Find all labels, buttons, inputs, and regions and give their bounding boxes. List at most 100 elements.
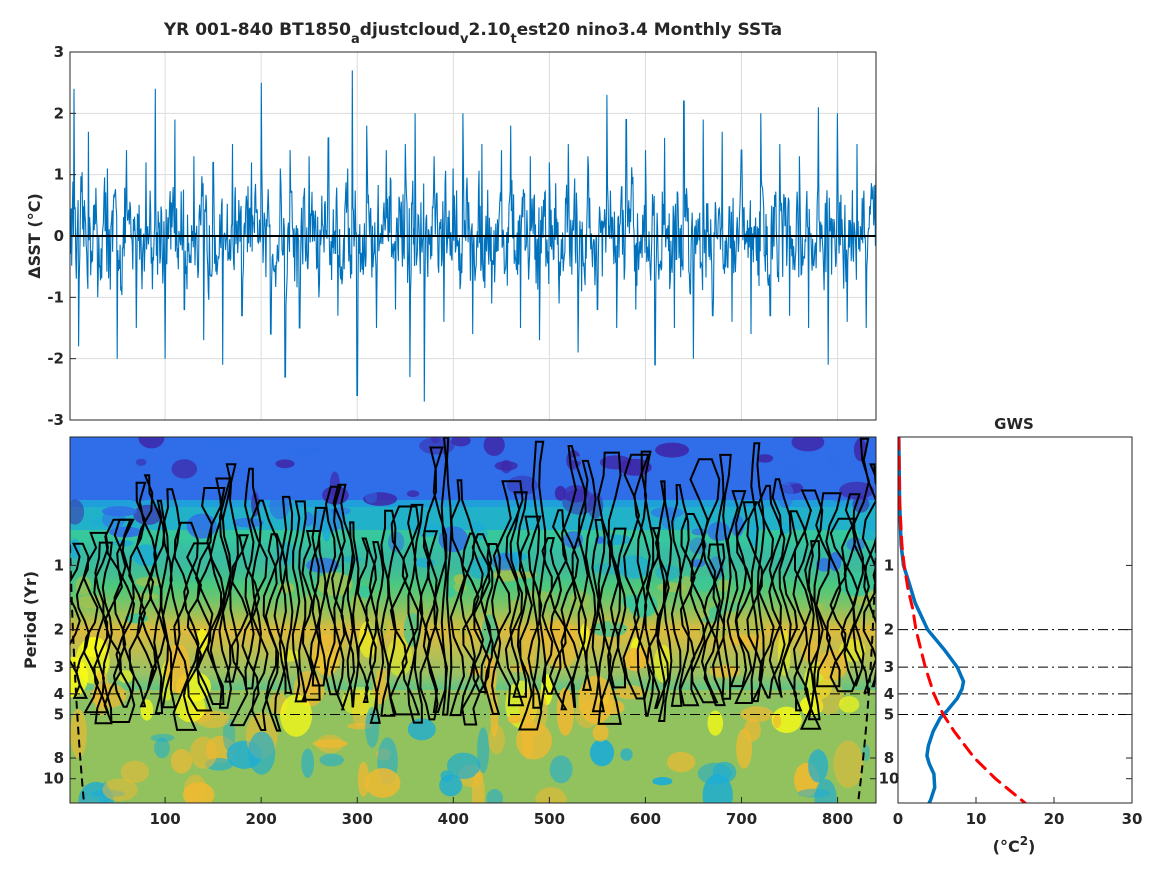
timeseries-y-tick-label: -1 xyxy=(47,288,64,306)
significance-contour xyxy=(518,515,543,731)
significance-contour xyxy=(597,451,622,725)
scalogram-power-patch xyxy=(440,770,453,782)
gws-y-tick-label: 2 xyxy=(884,621,894,639)
gws-spectrum-line xyxy=(898,437,966,803)
scalogram-y-tick-label: 4 xyxy=(54,685,64,703)
scalogram-power-patch xyxy=(652,777,673,786)
scalogram-power-patch xyxy=(620,748,633,761)
scalogram-x-tick-label: 500 xyxy=(534,810,565,828)
significance-contours xyxy=(70,437,876,732)
significance-contour xyxy=(815,492,842,688)
significance-contour xyxy=(577,459,597,691)
scalogram-power-patch xyxy=(232,517,264,528)
scalogram-power-patch xyxy=(280,694,313,737)
scalogram-power-patch xyxy=(791,437,825,452)
gws-y-tick-label: 10 xyxy=(879,770,900,788)
significance-contour xyxy=(128,481,158,708)
significance-contour xyxy=(264,533,288,732)
significance-contour xyxy=(843,493,865,687)
gws-y-tick-label: 8 xyxy=(884,749,894,767)
gws-background xyxy=(898,437,1132,803)
scalogram-x-tick-label: 100 xyxy=(149,810,180,828)
gws-x-tick-label: 20 xyxy=(1044,810,1065,828)
significance-contour xyxy=(591,518,606,713)
scalogram-power-patch xyxy=(101,506,138,517)
scalogram-power-patch xyxy=(322,517,331,543)
significance-contour xyxy=(368,541,385,724)
gws-y-tick-label: 4 xyxy=(884,685,894,703)
scalogram-power-patch xyxy=(655,442,690,458)
scalogram-power-patch xyxy=(138,437,165,449)
significance-contour xyxy=(531,440,547,709)
gws-x-tick-label: 30 xyxy=(1122,810,1143,828)
significance-contour xyxy=(356,537,377,703)
gws-x-tick-label: 0 xyxy=(893,810,903,828)
significance-contour xyxy=(792,489,824,730)
significance-contour xyxy=(291,500,307,703)
scalogram-power-patch xyxy=(519,687,548,736)
gws-axes-box xyxy=(897,436,1133,804)
scalogram-power-patch xyxy=(289,445,322,455)
significance-contour xyxy=(186,542,213,712)
significance-contour xyxy=(301,530,322,701)
scalogram-power-patch xyxy=(301,748,315,778)
significance-contour xyxy=(418,530,439,721)
sst-anomaly-line xyxy=(70,70,876,402)
gws-reference-period-lines xyxy=(898,629,1132,715)
significance-contour xyxy=(103,518,136,723)
scalogram-power-patch xyxy=(153,463,162,478)
scalogram-y-label: Period (Yr) xyxy=(21,571,40,669)
scalogram-power-patch xyxy=(120,760,150,783)
scalogram-power-patch xyxy=(702,437,719,445)
scalogram-power-patch xyxy=(829,552,842,572)
scalogram-power-patch xyxy=(599,455,633,470)
scalogram-power-patch xyxy=(363,492,398,506)
scalogram-power-patch xyxy=(356,585,372,598)
chart-title: YR 001-840 BT1850adjustcloudv2.10test20 … xyxy=(163,20,782,47)
sst-timeseries-panel: 3 2 1 0 -1 -2 -3 ΔSST (°C) xyxy=(25,43,877,429)
gws-y-ticks: 1 2 3 4 5 8 10 xyxy=(879,556,1132,788)
scalogram-power-patch xyxy=(712,761,737,783)
significance-contour xyxy=(209,477,233,709)
scalogram-reference-period-lines xyxy=(70,629,876,715)
significance-contour xyxy=(278,495,294,694)
scalogram-power-patch xyxy=(364,489,378,504)
scalogram-power-patch xyxy=(150,734,175,742)
scalogram-power-patch xyxy=(838,696,860,713)
gws-x-label-superscript: 2 xyxy=(1020,834,1028,848)
scalogram-power-patch xyxy=(808,749,829,783)
scalogram-power-patch xyxy=(451,437,471,447)
significance-contour xyxy=(656,480,673,722)
scalogram-x-tick-label: 300 xyxy=(342,810,373,828)
scalogram-power-patch xyxy=(556,687,575,736)
gws-x-label: (°C2) xyxy=(993,834,1036,856)
scalogram-power-patch xyxy=(571,455,604,462)
scalogram-y-tick-label: 3 xyxy=(54,658,64,676)
title-part-2: a xyxy=(351,32,360,47)
scalogram-power-patch xyxy=(310,467,330,480)
scalogram-power-patch xyxy=(257,437,276,446)
scalogram-power-patch xyxy=(471,772,485,803)
scalogram-power-patch xyxy=(312,739,348,748)
scalogram-power-patch xyxy=(666,751,696,773)
scalogram-power-patch xyxy=(248,731,276,775)
significance-contour xyxy=(195,487,226,705)
scalogram-power-patch xyxy=(853,438,867,462)
scalogram-power-patch xyxy=(468,557,490,579)
title-part-1: YR 001-840 BT1850 xyxy=(163,20,351,40)
scalogram-power-patch xyxy=(477,727,490,774)
scalogram-x-tick-label: 600 xyxy=(630,810,661,828)
gws-x-ticks: 0 10 20 30 xyxy=(893,797,1143,828)
significance-contour xyxy=(548,509,580,711)
scalogram-power-patch xyxy=(364,768,401,798)
scalogram-y-tick-label: 1 xyxy=(54,556,64,574)
significance-contour xyxy=(461,532,491,726)
gws-title: GWS xyxy=(994,415,1034,433)
scalogram-x-tick-label: 700 xyxy=(726,810,757,828)
scalogram-power-patch xyxy=(209,437,241,448)
significance-contour xyxy=(483,543,502,715)
gws-y-tick-label: 5 xyxy=(884,705,894,723)
scalogram-power-patch xyxy=(773,714,782,728)
scalogram-power-patch xyxy=(709,664,741,678)
timeseries-y-tick-label: -3 xyxy=(47,411,64,429)
